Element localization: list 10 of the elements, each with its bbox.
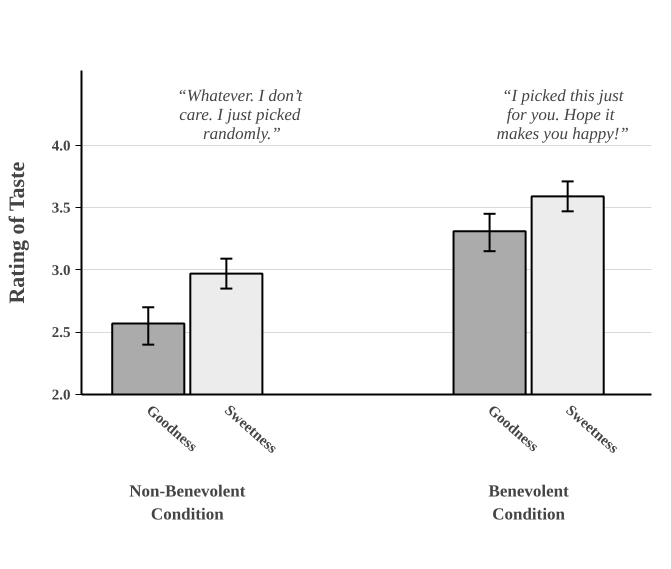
y-tick-label: 2.0 [52,388,70,404]
x-tick-label: Benevolent Condition [488,482,570,524]
y-tick-label: 3.5 [52,200,70,217]
x-tick-label: Non-Benevolent Condition [129,482,246,524]
annotation: “Whatever. I don’t care. I just picked randomly.” [177,86,304,143]
y-tick-label: 2.5 [52,325,70,342]
y-tick-label: 4.0 [52,138,70,154]
y-tick-label: 3.0 [52,262,70,279]
y-axis-title: Rating of Taste [4,162,29,304]
annotation: “I picked this just for you. Hope it makes you happy!” [496,86,629,143]
